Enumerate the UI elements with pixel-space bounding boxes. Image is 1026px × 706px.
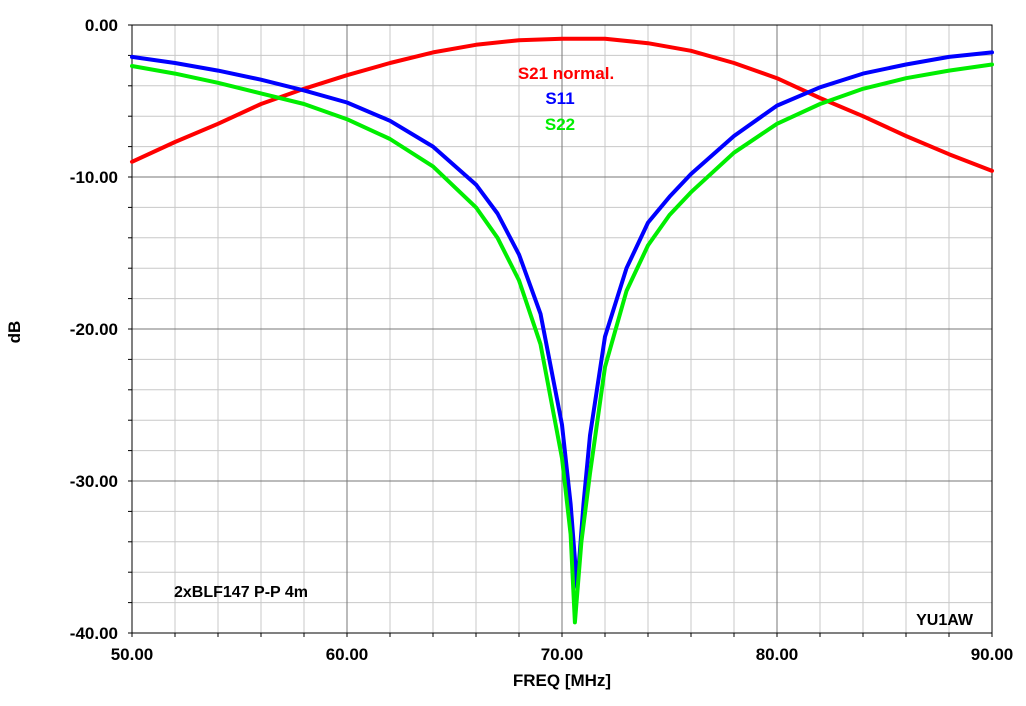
x-tick-labels: 50.00 60.00 70.00 80.00 90.00 [111,645,1014,664]
x-tick-label: 80.00 [756,645,799,664]
x-tick-label: 50.00 [111,645,154,664]
chart-annotation-author: YU1AW [916,612,974,629]
y-axis-label: dB [5,321,24,344]
chart-annotation-title: 2xBLF147 P-P 4m [174,584,308,601]
y-tick-label: -20.00 [70,320,118,339]
x-tick-label: 70.00 [541,645,584,664]
legend-s11: S11 [545,89,574,108]
legend-s21: S21 normal. [518,64,614,83]
x-axis-label: FREQ [MHz] [513,671,611,690]
legend-s22: S22 [545,115,575,134]
x-tick-label: 90.00 [971,645,1014,664]
y-tick-label: -40.00 [70,624,118,643]
y-tick-label: -10.00 [70,168,118,187]
sparameter-chart: 0.00 -10.00 -20.00 -30.00 -40.00 50.00 60.00 7… [0,0,1026,706]
y-tick-label: -30.00 [70,472,118,491]
y-tick-labels: 0.00 -10.00 -20.00 -30.00 -40.00 [70,16,118,643]
x-tick-label: 60.00 [326,645,369,664]
y-tick-label: 0.00 [85,16,118,35]
